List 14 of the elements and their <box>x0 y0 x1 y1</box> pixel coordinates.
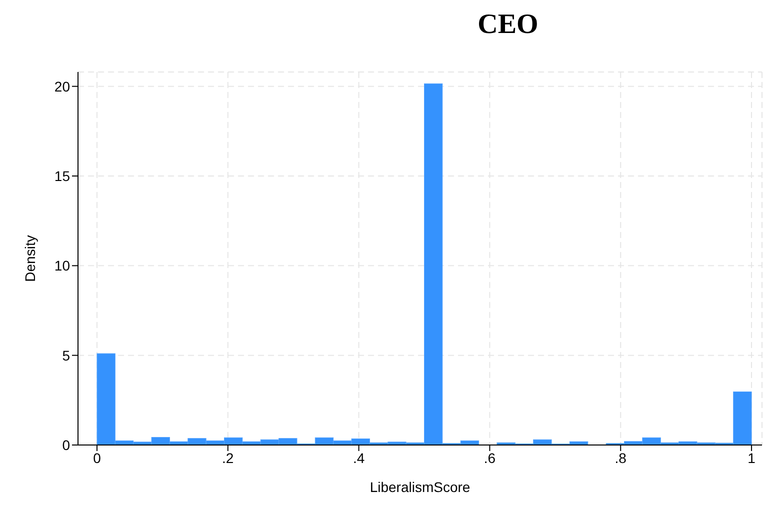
x-tick-label: 1 <box>748 450 756 466</box>
x-tick-label: 0 <box>93 450 102 466</box>
y-tick-label: 0 <box>62 436 70 453</box>
chart-title: CEO <box>476 8 540 42</box>
x-tick-label: .2 <box>222 450 234 466</box>
y-axis-title: Density <box>22 235 38 282</box>
x-tick-label: .8 <box>614 450 627 466</box>
x-tick-label: .4 <box>352 450 365 466</box>
y-tick-label: 10 <box>54 258 70 274</box>
y-tick-label: 20 <box>54 78 70 94</box>
x-tick-label: .6 <box>484 450 496 466</box>
x-axis-title: LiberalismScore <box>370 479 470 495</box>
y-tick-label: 5 <box>62 347 70 364</box>
y-tick-label: 15 <box>54 168 70 184</box>
